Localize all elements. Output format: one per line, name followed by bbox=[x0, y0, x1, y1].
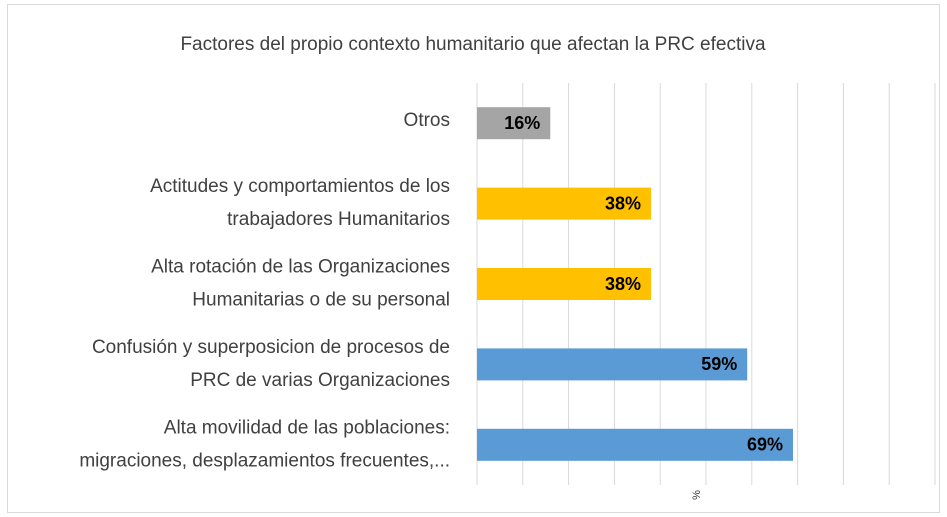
chart-border bbox=[7, 4, 940, 513]
data-label: 38% bbox=[605, 193, 641, 213]
chart-title: Factores del propio contexto humanitario… bbox=[180, 34, 766, 55]
data-label: 69% bbox=[747, 435, 783, 455]
data-label: 16% bbox=[504, 113, 540, 133]
bar bbox=[477, 428, 794, 461]
y-tick-label: Alta rotación de las Organizaciones bbox=[151, 257, 450, 278]
y-tick-label: Alta movilidad de las poblaciones: bbox=[164, 417, 450, 438]
y-tick-label: Confusión y superposicion de procesos de bbox=[92, 337, 450, 358]
bar bbox=[477, 107, 551, 140]
y-tick-label: Actitudes y comportamientos de los bbox=[150, 176, 450, 197]
y-tick-label: Humanitarias o de su personal bbox=[192, 290, 450, 311]
y-tick-label: Otros bbox=[404, 110, 450, 131]
y-tick-label: trabajadores Humanitarios bbox=[227, 209, 450, 230]
data-label: 59% bbox=[701, 354, 737, 374]
y-tick-label: PRC de varias Organizaciones bbox=[190, 370, 450, 391]
bar bbox=[477, 348, 748, 381]
y-tick-label: migraciones, desplazamientos frecuentes,… bbox=[79, 450, 450, 471]
bar bbox=[477, 268, 652, 300]
data-label: 38% bbox=[605, 274, 641, 294]
x-axis-label: % bbox=[691, 490, 703, 500]
bar bbox=[477, 187, 652, 220]
